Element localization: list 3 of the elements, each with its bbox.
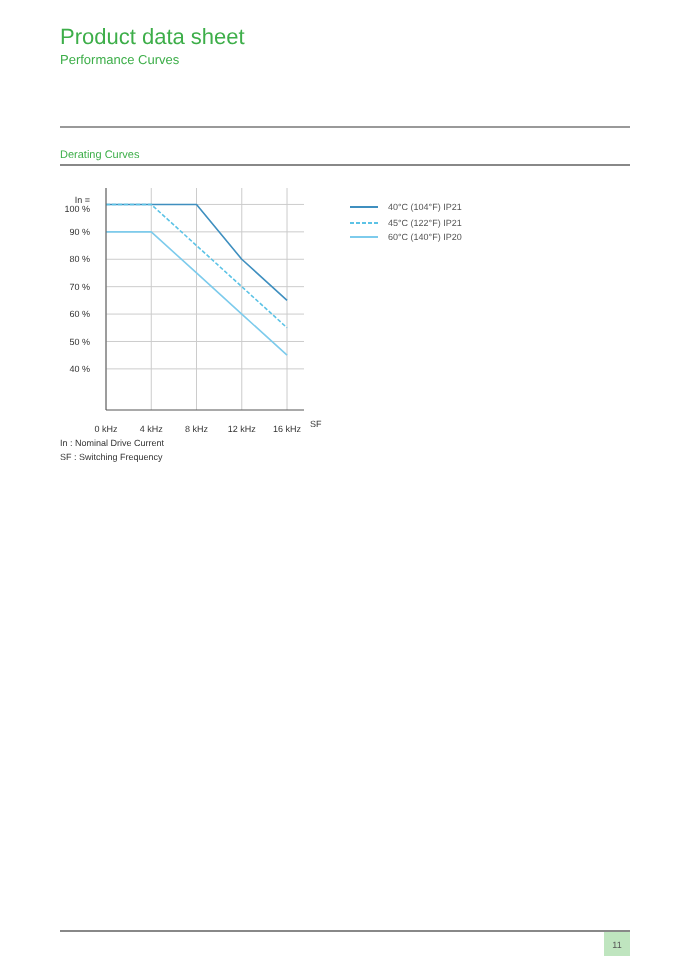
line-series: [106, 231, 288, 356]
line-series: [106, 203, 288, 329]
chart-title: Product data sheet: [60, 26, 245, 50]
